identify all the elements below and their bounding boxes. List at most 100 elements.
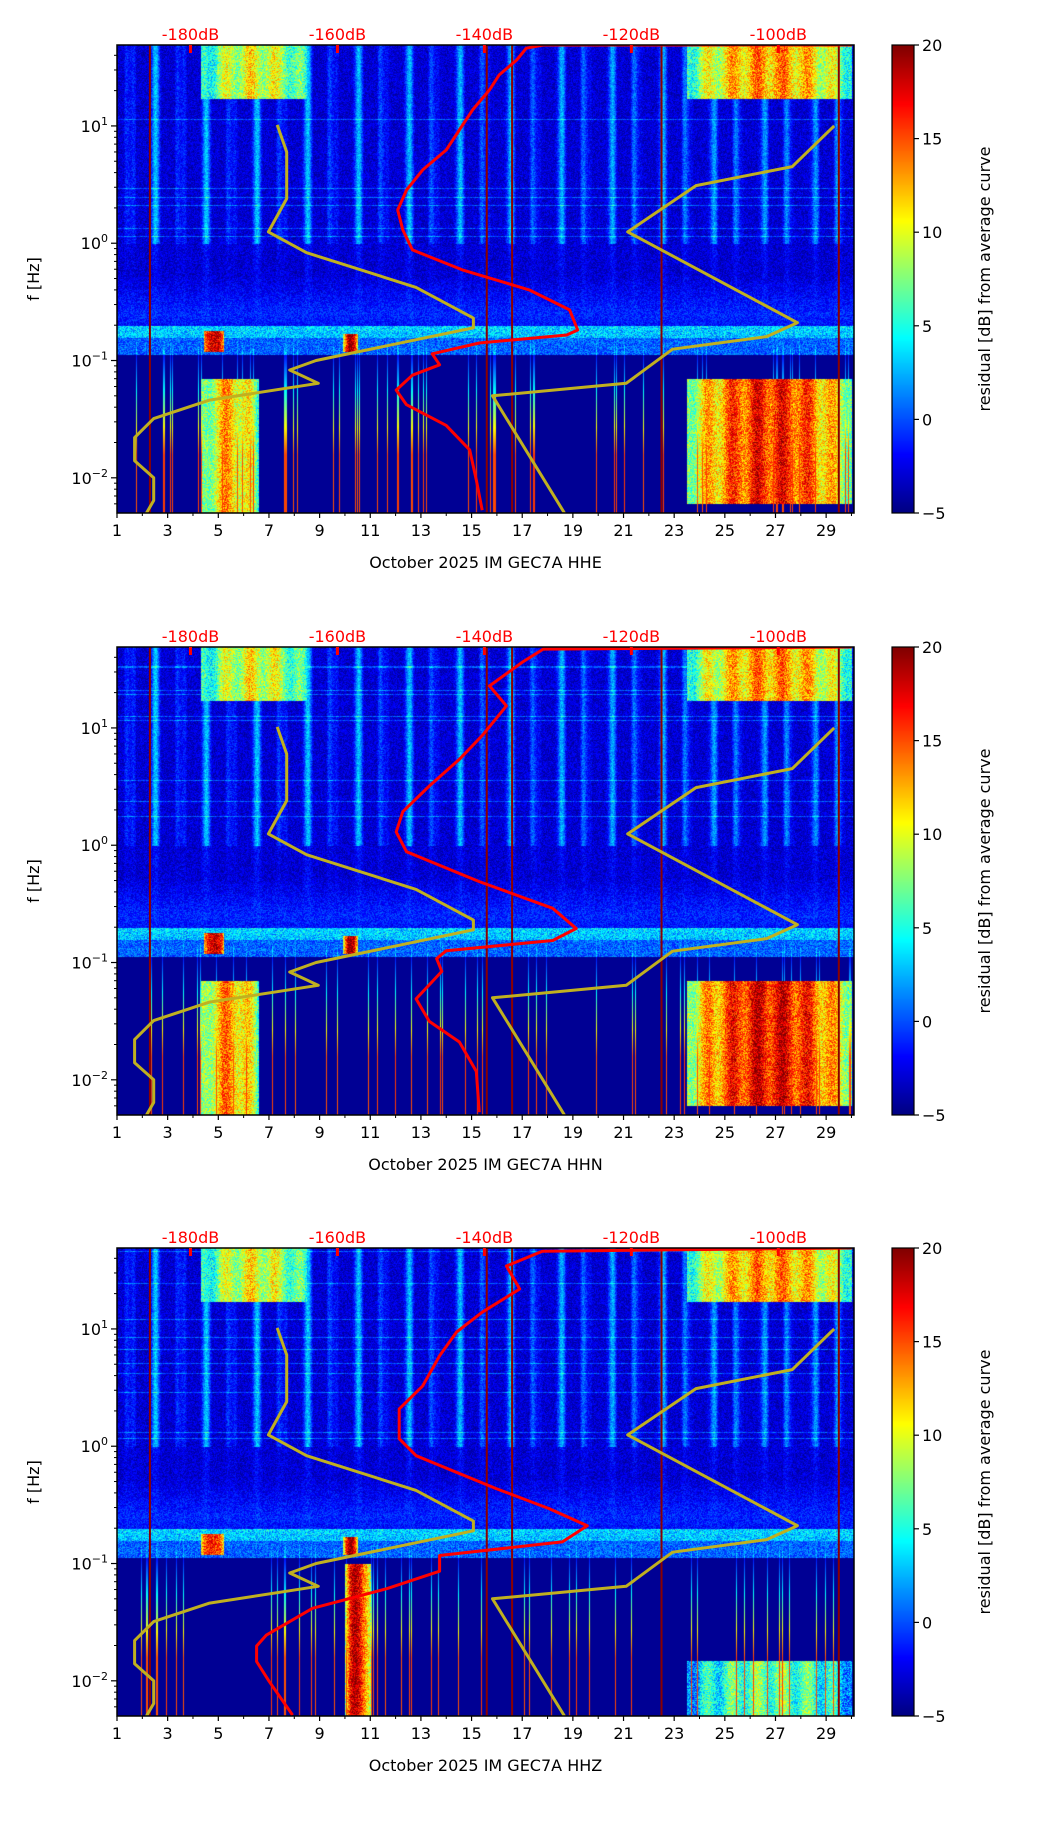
- x-tick-label: 3: [163, 1123, 173, 1142]
- y-tick-base: 10: [71, 1672, 91, 1691]
- db-tick-label: -160dB: [309, 1228, 366, 1247]
- x-tick-label: 19: [563, 1123, 583, 1142]
- y-tick-label: 10−2: [71, 1069, 108, 1090]
- colorbar-frame: [891, 1247, 915, 1717]
- y-tick-base: 10: [81, 719, 101, 738]
- x-tick-label: 23: [664, 1123, 684, 1142]
- db-tick-label: -100dB: [750, 627, 807, 646]
- y-tick-exponent: −1: [92, 350, 108, 363]
- x-axis-label: October 2025 IM GEC7A HHE: [369, 553, 602, 572]
- y-tick-label: 101: [81, 717, 108, 738]
- spectrogram-image: [117, 45, 854, 513]
- colorbar-label: residual [dB] from average curve: [975, 1350, 994, 1615]
- y-tick-label: 100: [81, 232, 108, 253]
- x-tick-label: 3: [163, 521, 173, 540]
- x-tick-label: 21: [613, 1123, 633, 1142]
- colorbar-tick-label: 20: [922, 1239, 942, 1258]
- x-tick-label: 23: [664, 521, 684, 540]
- x-tick-label: 11: [360, 1724, 380, 1743]
- x-axis-label: October 2025 IM GEC7A HHZ: [369, 1756, 602, 1775]
- nhnm-curve: [491, 726, 836, 1115]
- colorbar-tick-label: 15: [922, 1333, 942, 1352]
- colorbar-tick-label: 15: [922, 130, 942, 149]
- y-tick-base: 10: [81, 836, 101, 855]
- x-tick-label: 27: [765, 1724, 785, 1743]
- nlnm-curve: [133, 726, 475, 1115]
- x-tick-label: 7: [264, 1123, 274, 1142]
- colorbar-tick-label: 0: [922, 1012, 932, 1031]
- colorbar-frame: [891, 44, 915, 514]
- x-tick-label: 5: [213, 521, 223, 540]
- y-tick-base: 10: [71, 469, 91, 488]
- db-tick-label: -180dB: [162, 1228, 219, 1247]
- db-tick-label: -100dB: [750, 1228, 807, 1247]
- average-psd-curve: [394, 45, 852, 511]
- colorbar-tick-label: −5: [922, 1707, 946, 1726]
- db-tick-label: -140dB: [456, 25, 513, 44]
- plot-frame: [116, 646, 855, 1116]
- x-tick-label: 19: [563, 1724, 583, 1743]
- db-tick-label: -120dB: [603, 1228, 660, 1247]
- x-tick-label: 25: [715, 521, 735, 540]
- y-tick-label: 101: [81, 1318, 108, 1339]
- db-tick-label: -100dB: [750, 25, 807, 44]
- colorbar-tick-label: 0: [922, 1613, 932, 1632]
- colorbar: [892, 1248, 914, 1716]
- x-tick-label: 11: [360, 1123, 380, 1142]
- nlnm-curve: [133, 124, 475, 513]
- x-tick-label: 27: [765, 521, 785, 540]
- x-tick-label: 5: [213, 1123, 223, 1142]
- y-tick-base: 10: [71, 954, 91, 973]
- plot-frame: [116, 1247, 855, 1717]
- colorbar: [892, 647, 914, 1115]
- y-tick-label: 10−1: [71, 350, 108, 371]
- db-tick-label: -180dB: [162, 25, 219, 44]
- y-tick-label: 100: [81, 834, 108, 855]
- spectrogram-panel-hhe: -180dB -160dB -140dB -120dB -100dB 1 3 5 7 9 11 13 1…: [0, 25, 1052, 645]
- y-tick-exponent: 1: [101, 1318, 108, 1331]
- y-tick-exponent: −2: [92, 467, 108, 480]
- x-tick-label: 7: [264, 521, 274, 540]
- x-tick-label: 15: [461, 521, 481, 540]
- y-tick-label: 10−2: [71, 467, 108, 488]
- y-tick-base: 10: [81, 1437, 101, 1456]
- x-tick-label: 29: [816, 1724, 836, 1743]
- y-axis-label: f [Hz]: [24, 859, 43, 903]
- db-tick-label: -180dB: [162, 627, 219, 646]
- y-tick-exponent: −2: [92, 1670, 108, 1683]
- colorbar-tick-label: −5: [922, 504, 946, 523]
- x-tick-label: 17: [512, 1724, 532, 1743]
- x-tick-label: 15: [461, 1123, 481, 1142]
- y-tick-exponent: 0: [101, 834, 108, 847]
- colorbar-tick-label: 5: [922, 1520, 932, 1539]
- y-tick-exponent: 1: [101, 717, 108, 730]
- db-tick-label: -120dB: [603, 627, 660, 646]
- average-psd-curve: [394, 647, 852, 1113]
- x-tick-label: 17: [512, 1123, 532, 1142]
- colorbar-label: residual [dB] from average curve: [975, 147, 994, 412]
- colorbar-tick-label: 5: [922, 919, 932, 938]
- x-tick-label: 1: [112, 1724, 122, 1743]
- spectrogram-image: [117, 647, 854, 1115]
- db-tick-label: -120dB: [603, 25, 660, 44]
- y-tick-exponent: 0: [101, 232, 108, 245]
- x-tick-label: 25: [715, 1123, 735, 1142]
- x-tick-label: 29: [816, 1123, 836, 1142]
- spectrogram-image: [117, 1248, 854, 1716]
- x-tick-label: 1: [112, 1123, 122, 1142]
- colorbar-tick-label: 10: [922, 825, 942, 844]
- x-tick-label: 9: [315, 1724, 325, 1743]
- x-tick-label: 13: [411, 1123, 431, 1142]
- y-tick-label: 100: [81, 1435, 108, 1456]
- db-tick-label: -140dB: [456, 1228, 513, 1247]
- x-tick-label: 13: [411, 1724, 431, 1743]
- x-tick-label: 19: [563, 521, 583, 540]
- y-tick-label: 101: [81, 115, 108, 136]
- y-tick-label: 10−1: [71, 1553, 108, 1574]
- y-tick-exponent: −2: [92, 1069, 108, 1082]
- x-tick-label: 9: [315, 521, 325, 540]
- x-tick-label: 13: [411, 521, 431, 540]
